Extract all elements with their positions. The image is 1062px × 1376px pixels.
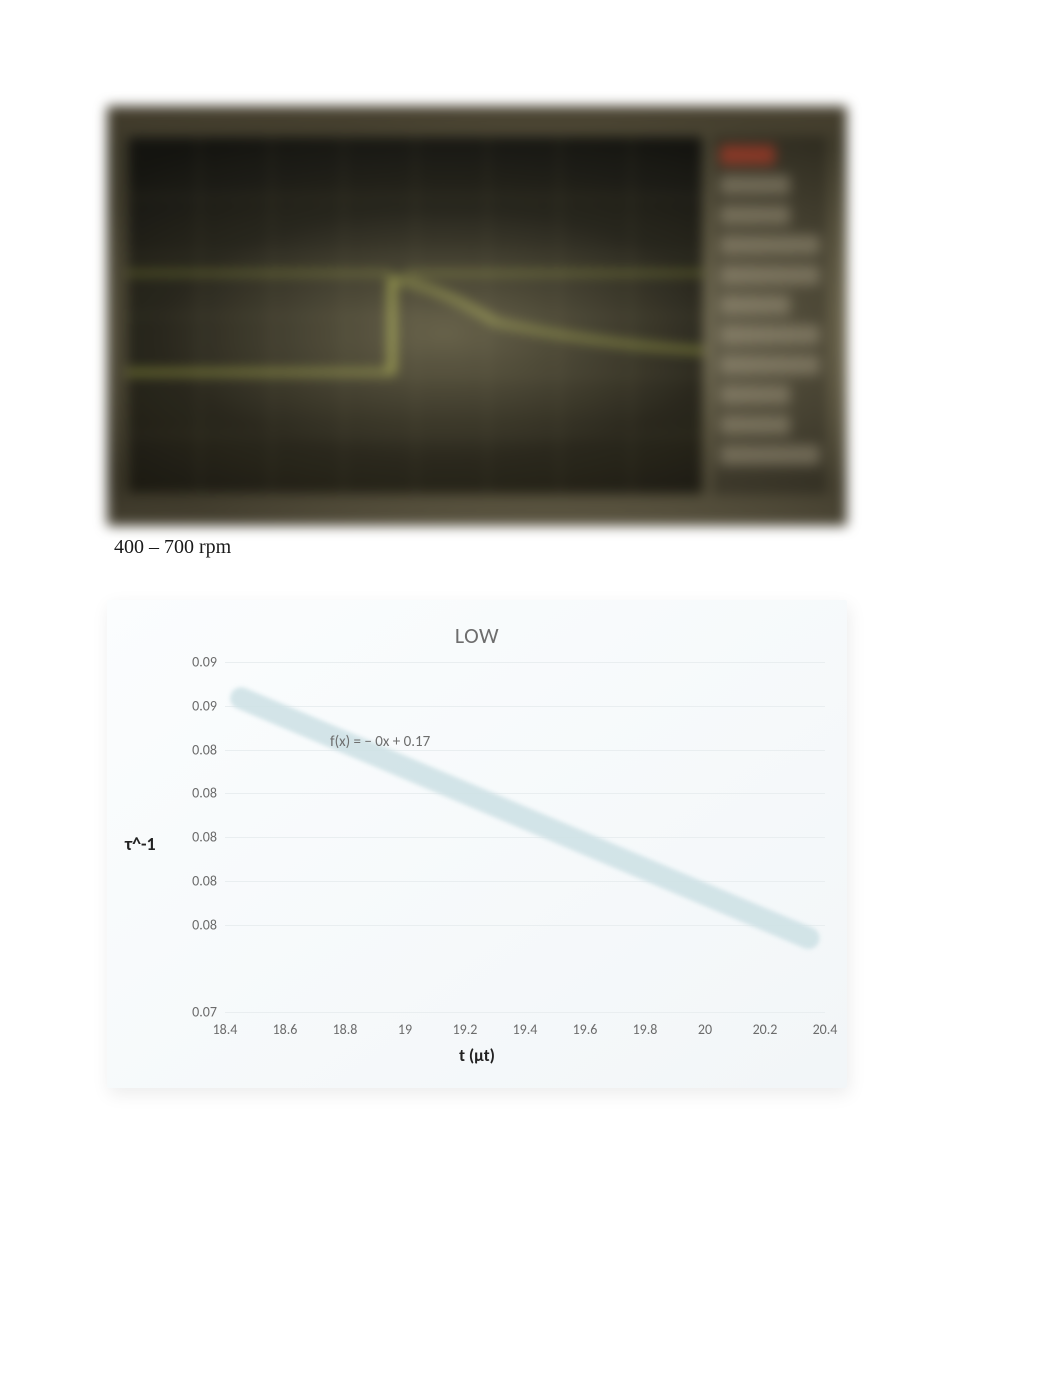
side-panel-row	[720, 295, 790, 315]
chart-gridline	[225, 881, 825, 882]
chart-ylabel: τ^-1	[125, 833, 156, 855]
scope-screen	[125, 134, 705, 496]
side-panel-row	[720, 235, 820, 255]
chart-ytick: 0.08	[167, 872, 217, 889]
chart-xtick: 19.6	[573, 1021, 598, 1038]
chart-gridline	[225, 1012, 825, 1013]
side-panel-row	[720, 355, 820, 375]
side-panel-row	[720, 385, 790, 405]
chart-xtick: 19.4	[513, 1021, 538, 1038]
chart-xtick: 19	[398, 1021, 412, 1038]
side-panel-row	[720, 445, 820, 465]
scope-glare	[127, 136, 703, 494]
chart-plot-area: 0.070.080.080.080.080.080.090.0918.418.6…	[225, 662, 825, 1012]
side-panel-row	[720, 175, 790, 195]
chart-ytick: 0.09	[167, 697, 217, 714]
chart-gridline	[225, 750, 825, 751]
chart-ytick: 0.09	[167, 654, 217, 671]
side-panel-row	[720, 265, 820, 285]
side-panel-row	[720, 205, 790, 225]
side-panel-row	[720, 325, 820, 345]
chart-annotation: f(x) = − 0x + 0.17	[330, 733, 430, 751]
chart-ytick: 0.07	[167, 1004, 217, 1021]
chart-trendline	[227, 683, 824, 952]
page: 400 – 700 rpm LOW τ^-1 t (μt) 0.070.080.…	[0, 0, 1062, 1376]
chart-gridline	[225, 706, 825, 707]
side-panel-row	[720, 415, 790, 435]
oscilloscope-photo	[107, 106, 847, 526]
chart-gridline	[225, 837, 825, 838]
chart-title: LOW	[107, 622, 847, 649]
chart-xtick: 20	[698, 1021, 712, 1038]
chart-xlabel: t (μt)	[107, 1045, 847, 1066]
chart-gridline	[225, 662, 825, 663]
chart-xtick: 20.4	[813, 1021, 838, 1038]
chart-ytick: 0.08	[167, 829, 217, 846]
chart-xtick: 18.6	[273, 1021, 298, 1038]
chart-gridline	[225, 793, 825, 794]
chart-xtick: 18.8	[333, 1021, 358, 1038]
chart-gridline	[225, 925, 825, 926]
chart-xtick: 20.2	[753, 1021, 778, 1038]
chart-ytick: 0.08	[167, 741, 217, 758]
side-panel-row	[720, 145, 775, 165]
chart-xtick: 19.2	[453, 1021, 478, 1038]
chart-xtick: 18.4	[213, 1021, 238, 1038]
chart-ytick: 0.08	[167, 916, 217, 933]
chart-card: LOW τ^-1 t (μt) 0.070.080.080.080.080.08…	[107, 600, 847, 1088]
scope-side-panel	[711, 134, 829, 496]
chart-ytick: 0.08	[167, 785, 217, 802]
chart-xtick: 19.8	[633, 1021, 658, 1038]
figure-caption: 400 – 700 rpm	[114, 536, 231, 559]
